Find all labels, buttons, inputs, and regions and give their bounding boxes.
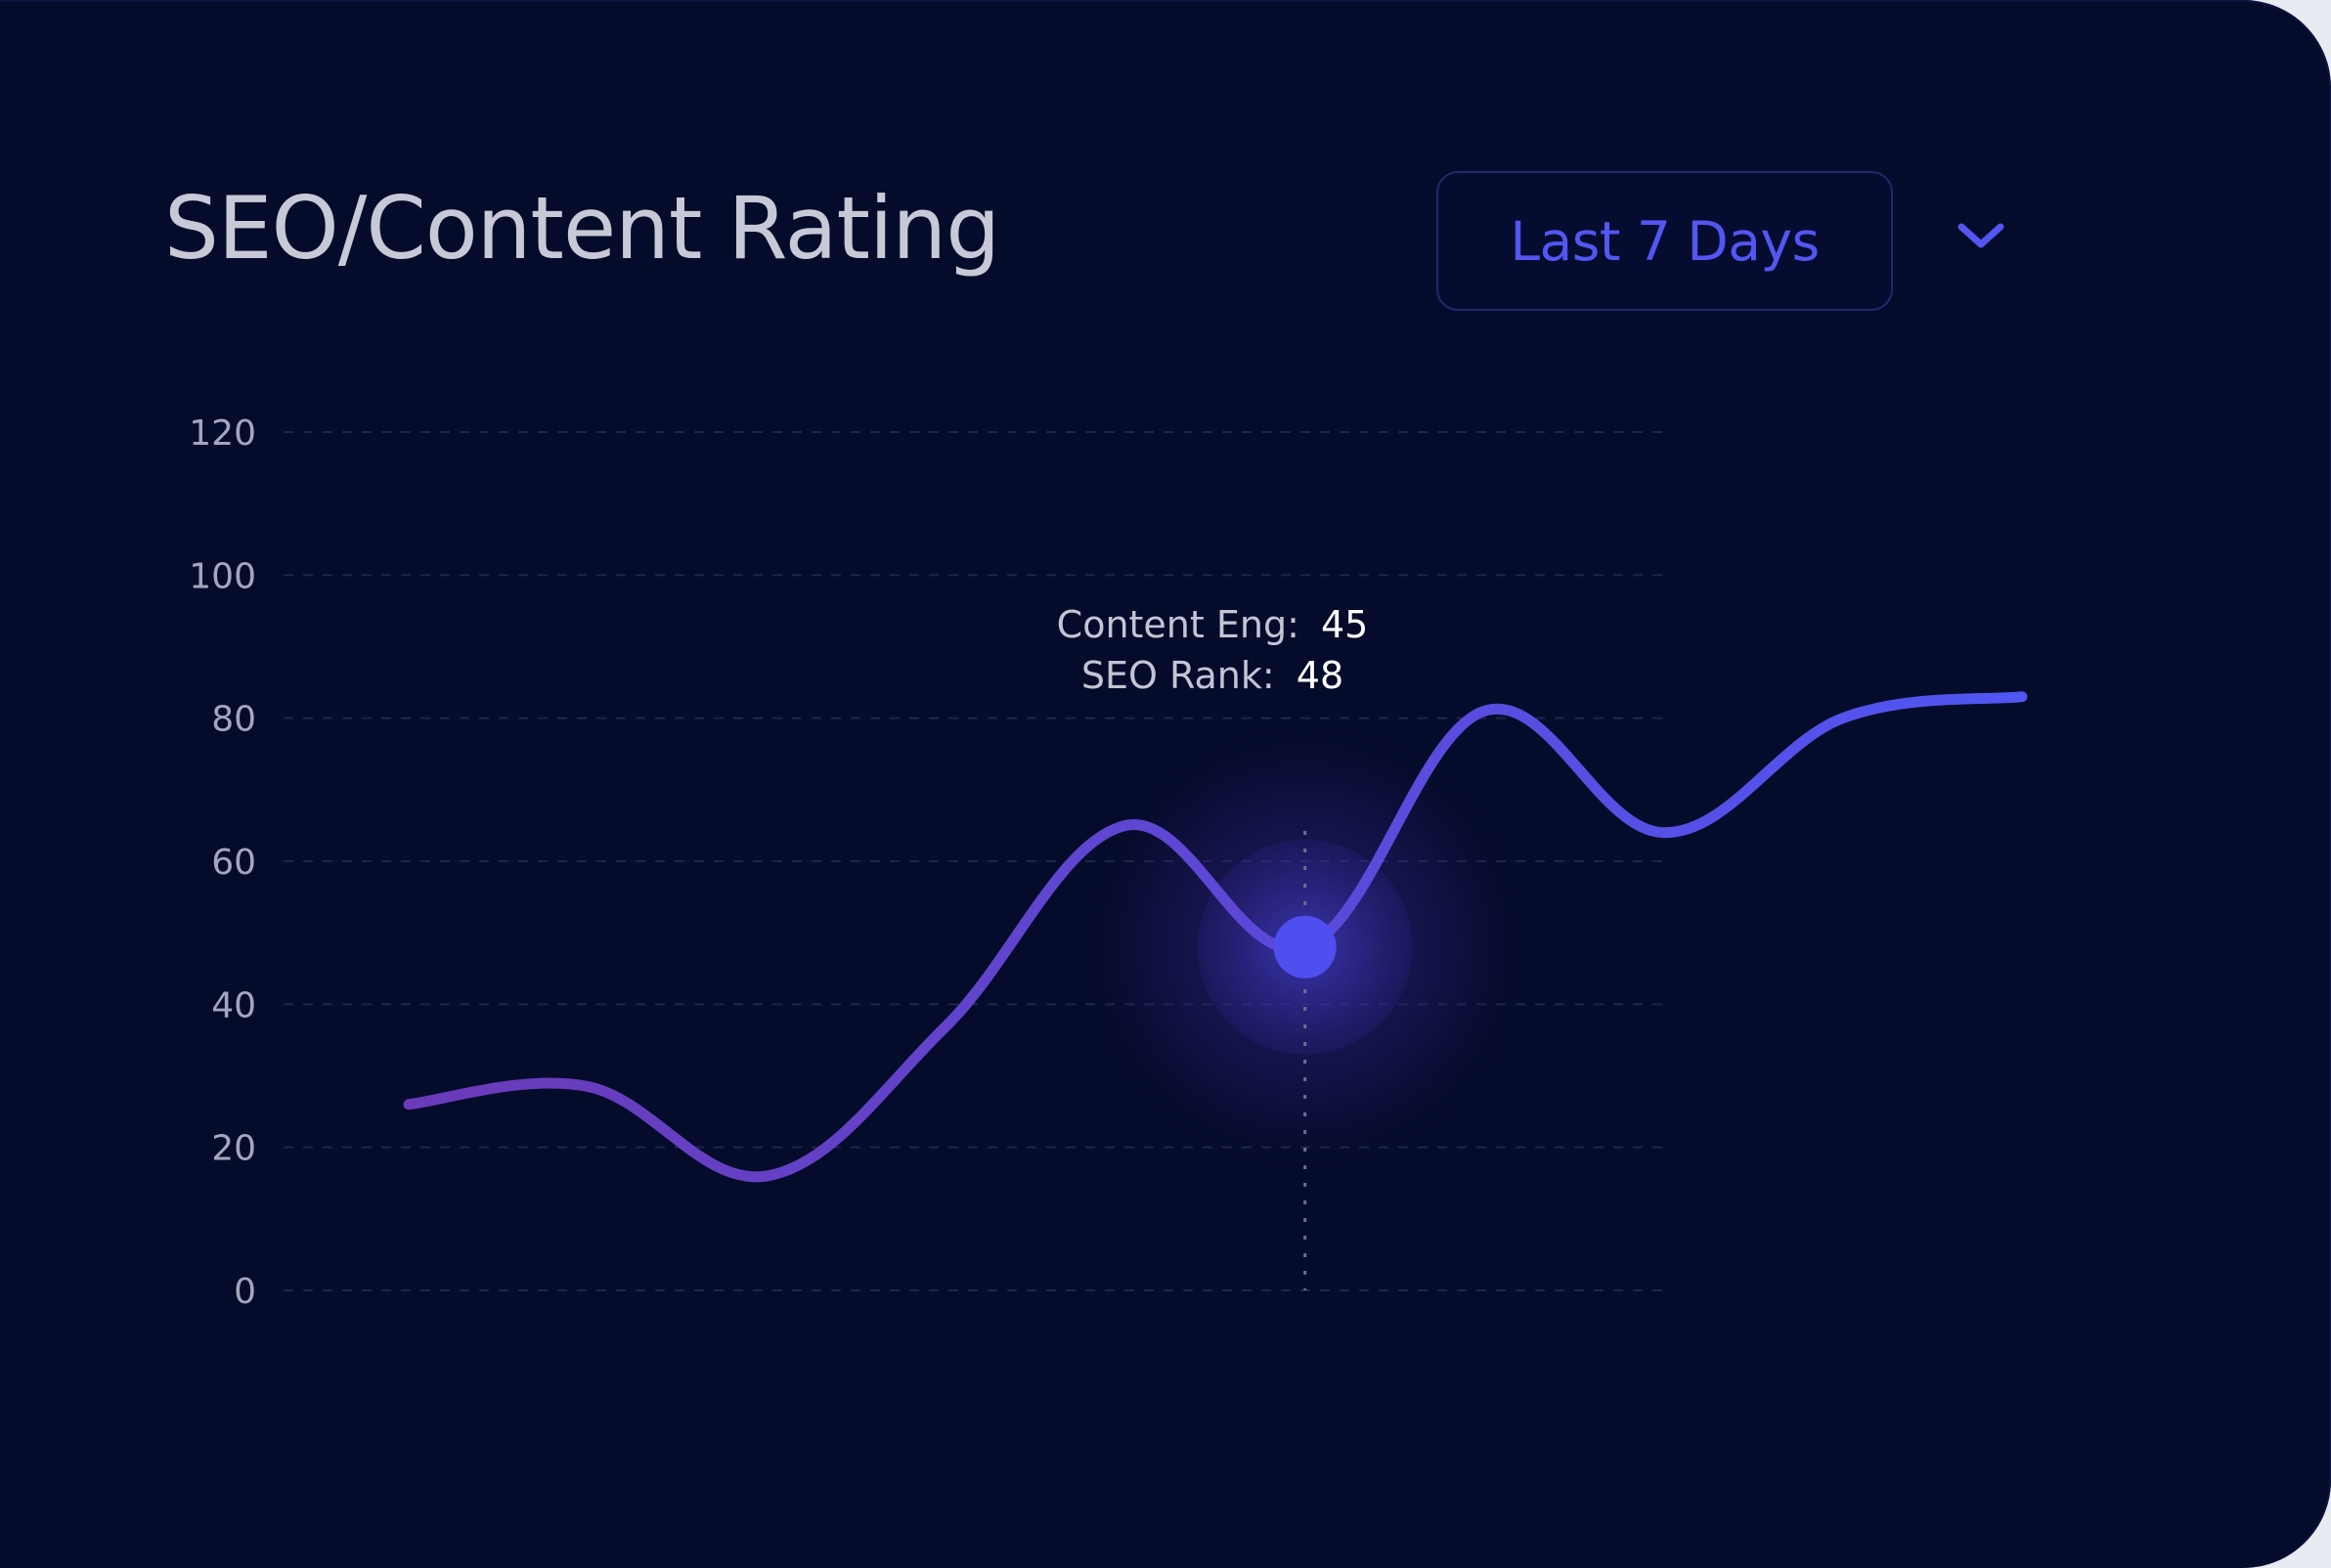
y-tick-label: 60	[211, 843, 256, 883]
chevron-down-icon[interactable]	[1954, 217, 2008, 256]
tooltip-seo-rank-value: 48	[1297, 654, 1343, 697]
highlight-point[interactable]	[1273, 915, 1337, 979]
date-range-label: Last 7 Days	[1510, 209, 1820, 273]
series-line	[403, 691, 2028, 1183]
tooltip-content-eng-label: Content Eng:	[1057, 603, 1299, 646]
date-range-select[interactable]: Last 7 Days	[1436, 171, 1893, 311]
y-tick-label: 80	[211, 700, 256, 740]
y-tick-label: 0	[234, 1272, 256, 1312]
y-tick-label: 100	[189, 556, 256, 596]
tooltip-content-eng: Content Eng: 45	[1057, 603, 1369, 646]
y-tick-label: 40	[211, 985, 256, 1025]
y-tick-label: 20	[211, 1129, 256, 1169]
tooltip-content-eng-value: 45	[1321, 603, 1368, 646]
tooltip-seo-rank-label: SEO Rank:	[1081, 654, 1275, 697]
card-title: SEO/Content Rating	[164, 178, 1000, 279]
y-tick-label: 120	[189, 414, 256, 454]
tooltip-seo-rank: SEO Rank: 48	[1081, 654, 1343, 697]
